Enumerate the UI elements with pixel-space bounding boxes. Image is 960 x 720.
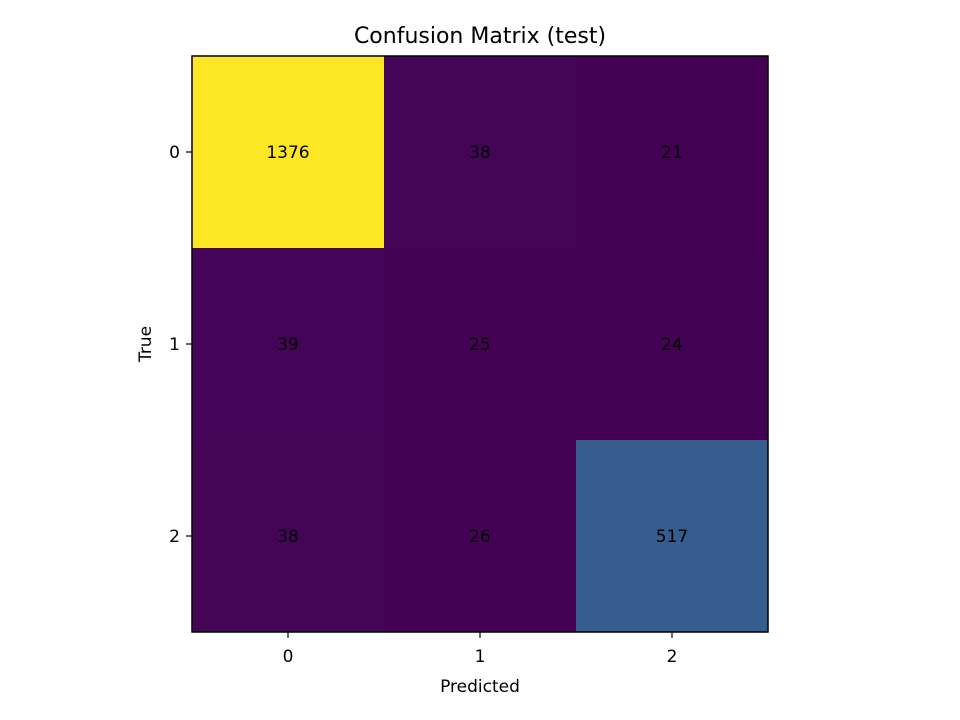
y-tick-label-1: 1 bbox=[169, 335, 180, 355]
heatmap-cell-1-2 bbox=[576, 248, 769, 441]
heatmap-cell-0-1 bbox=[384, 56, 577, 249]
cell-value-2-0: 38 bbox=[277, 527, 299, 547]
cell-value-0-1: 38 bbox=[469, 143, 491, 163]
heatmap-cell-1-0 bbox=[192, 248, 385, 441]
x-tick-label-0: 0 bbox=[283, 647, 294, 667]
x-axis-ticks: 0 1 2 bbox=[283, 632, 678, 667]
y-axis-ticks: 0 1 2 bbox=[169, 143, 192, 547]
x-axis-label: Predicted bbox=[440, 677, 520, 697]
heatmap-cell-1-1 bbox=[384, 248, 577, 441]
y-tick-label-2: 2 bbox=[169, 527, 180, 547]
cell-value-2-1: 26 bbox=[469, 527, 491, 547]
heatmap-cells bbox=[192, 56, 769, 633]
cell-value-1-1: 25 bbox=[469, 335, 491, 355]
heatmap-cell-0-2 bbox=[576, 56, 769, 249]
x-tick-label-1: 1 bbox=[475, 647, 486, 667]
cell-value-labels: 1376 38 21 39 25 24 38 26 517 bbox=[266, 143, 688, 547]
cell-value-0-0: 1376 bbox=[266, 143, 309, 163]
cell-value-1-2: 24 bbox=[661, 335, 683, 355]
cell-value-1-0: 39 bbox=[277, 335, 299, 355]
heatmap-cell-0-0 bbox=[192, 56, 385, 249]
y-tick-label-0: 0 bbox=[169, 143, 180, 163]
cell-value-2-2: 517 bbox=[656, 527, 688, 547]
heatmap-cell-2-2 bbox=[576, 440, 769, 633]
heatmap-cell-2-1 bbox=[384, 440, 577, 633]
x-tick-label-2: 2 bbox=[667, 647, 678, 667]
chart-title: Confusion Matrix (test) bbox=[354, 24, 606, 49]
heatmap-cell-2-0 bbox=[192, 440, 385, 633]
cell-value-0-2: 21 bbox=[661, 143, 683, 163]
y-axis-label: True bbox=[136, 326, 156, 363]
